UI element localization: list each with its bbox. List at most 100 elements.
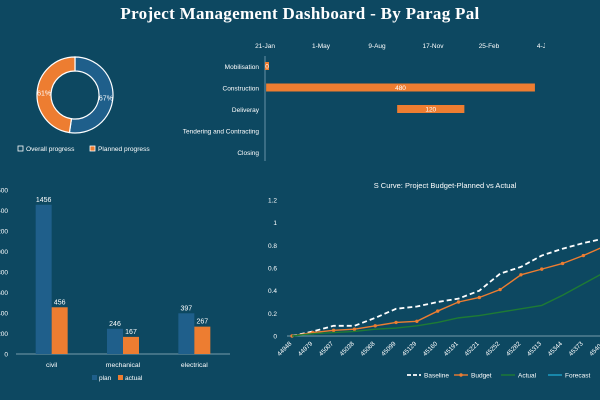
bar-y-tick: 200 bbox=[0, 331, 8, 338]
page-title: Project Management Dashboard - By Parag … bbox=[120, 4, 480, 23]
gantt-bar-label: 120 bbox=[425, 107, 436, 114]
bar-plan-mechanical bbox=[107, 328, 123, 354]
s-curve-line-actual bbox=[291, 274, 600, 337]
s-curve-legend-marker bbox=[459, 373, 463, 377]
s-curve-point-budget bbox=[352, 327, 357, 331]
bar-legend-label: plan bbox=[99, 375, 112, 382]
bar-legend-label: actual bbox=[125, 375, 143, 382]
gantt-x-tick: 1-May bbox=[312, 43, 331, 50]
s-curve-x-tick: 45221 bbox=[463, 340, 481, 358]
s-curve-x-tick: 45313 bbox=[526, 340, 544, 358]
bar-legend-swatch bbox=[118, 375, 123, 380]
s-curve-chart: S Curve: Project Budget-Planned vs Actua… bbox=[268, 181, 600, 380]
gantt-category-label: Tendering and Contracting bbox=[183, 129, 260, 136]
bar-category-label: civil bbox=[46, 362, 58, 369]
s-curve-x-tick: 45007 bbox=[318, 340, 336, 358]
bar-y-tick: 400 bbox=[0, 311, 8, 318]
s-curve-y-tick: 1.2 bbox=[268, 198, 277, 205]
s-curve-x-tick: 45038 bbox=[339, 340, 357, 358]
s-curve-x-tick: 45129 bbox=[401, 340, 419, 358]
gantt-bar bbox=[265, 62, 269, 70]
gantt-x-tick: 25-Feb bbox=[479, 43, 500, 50]
legend-label: Planned progress bbox=[98, 146, 150, 153]
bar-y-tick: 0 bbox=[4, 352, 8, 359]
gantt-chart: 21-Jan 1-May 9-Aug 17-Nov 25-Feb 4-Jun Mobilis… bbox=[183, 43, 545, 161]
s-curve-y-tick: 0.4 bbox=[268, 288, 277, 295]
gantt-bar-label: 0 bbox=[265, 64, 269, 71]
gantt-category-label: Mobilisation bbox=[225, 64, 260, 71]
s-curve-x-tick: 45068 bbox=[359, 340, 377, 358]
bar-y-tick: 800 bbox=[0, 270, 8, 277]
bar-legend-swatch bbox=[92, 375, 97, 380]
s-curve-x-tick: 44979 bbox=[297, 340, 315, 358]
s-curve-point-budget bbox=[373, 324, 377, 328]
bar-data-label: 456 bbox=[54, 299, 66, 306]
s-curve-point-budget bbox=[435, 309, 440, 313]
s-curve-point-budget bbox=[560, 261, 565, 266]
bar-plan-civil bbox=[35, 204, 52, 354]
legend-swatch-overall bbox=[17, 145, 24, 152]
donut-slice-label: 67% bbox=[99, 95, 113, 102]
s-curve-point-budget bbox=[331, 328, 336, 333]
gantt-bar-label: 480 bbox=[395, 85, 406, 92]
gantt-bar bbox=[266, 83, 535, 92]
gantt-x-tick: 21-Jan bbox=[255, 43, 275, 50]
legend-swatch-planned bbox=[89, 145, 96, 152]
s-curve-y-tick: 1 bbox=[273, 220, 277, 227]
s-curve-x-tick: 45160 bbox=[422, 340, 440, 358]
s-curve-point-budget bbox=[456, 300, 461, 304]
s-curve-x-tick: 45252 bbox=[484, 340, 502, 358]
s-curve-point-budget bbox=[394, 320, 398, 325]
s-curve-x-tick: 44948 bbox=[276, 340, 294, 358]
s-curve-legend-label: Forecast bbox=[565, 373, 590, 380]
legend-label: Overall progress bbox=[26, 146, 75, 153]
s-curve-x-tick: 45344 bbox=[547, 340, 565, 358]
s-curve-x-tick: 45191 bbox=[443, 340, 461, 358]
gantt-category-label: Construction bbox=[223, 86, 260, 93]
s-curve-x-tick: 45282 bbox=[505, 340, 523, 358]
gantt-x-tick: 4-Jun bbox=[537, 43, 545, 50]
donut-slice-label: 61% bbox=[37, 91, 51, 98]
bar-data-label: 167 bbox=[125, 329, 137, 336]
gantt-x-tick: 17-Nov bbox=[423, 43, 445, 50]
bar-category-label: electrical bbox=[181, 362, 208, 369]
s-curve-line-baseline bbox=[291, 238, 600, 337]
bar-data-label: 246 bbox=[109, 321, 121, 328]
s-curve-x-tick: 45404 bbox=[588, 340, 600, 358]
gantt-bar bbox=[397, 105, 465, 113]
bar-actual-mechanical bbox=[123, 336, 139, 354]
s-curve-point-budget bbox=[477, 295, 482, 300]
gantt-category-label: Closing bbox=[237, 150, 259, 157]
s-curve-x-tick: 45099 bbox=[380, 340, 398, 358]
bar-y-tick: 1600 bbox=[0, 188, 8, 195]
s-curve-title: S Curve: Project Budget-Planned vs Actua… bbox=[374, 181, 517, 190]
s-curve-x-tick: 45373 bbox=[567, 340, 585, 358]
donut-slice-planned bbox=[36, 56, 76, 134]
bar-y-tick: 600 bbox=[0, 290, 8, 297]
s-curve-point-budget bbox=[581, 253, 586, 258]
s-curve-y-tick: 0 bbox=[273, 334, 277, 341]
donut-slice-overall bbox=[68, 56, 114, 134]
bar-data-label: 397 bbox=[180, 305, 192, 312]
gantt-category-label: Deliveray bbox=[232, 107, 260, 114]
progress-donut-chart: 67% 61% Overall progress Planned progress bbox=[17, 56, 150, 153]
s-curve-legend-label: Baseline bbox=[424, 373, 449, 380]
s-curve-point-budget bbox=[498, 287, 502, 292]
s-curve-point-budget bbox=[415, 319, 419, 323]
bar-y-tick: 1400 bbox=[0, 208, 8, 215]
s-curve-legend-label: Budget bbox=[471, 373, 492, 380]
s-curve-y-tick: 0.8 bbox=[268, 243, 277, 250]
gantt-x-tick: 9-Aug bbox=[368, 43, 386, 50]
bar-y-tick: 1000 bbox=[0, 249, 8, 256]
bar-category-label: mechanical bbox=[106, 362, 141, 369]
s-curve-y-tick: 0.2 bbox=[268, 311, 277, 318]
bar-data-label: 267 bbox=[196, 319, 208, 326]
s-curve-point-budget bbox=[540, 267, 544, 271]
bar-data-label: 1456 bbox=[36, 197, 52, 204]
s-curve-point-budget bbox=[519, 273, 523, 277]
bar-plan-electrical bbox=[178, 313, 195, 354]
bar-actual-civil bbox=[51, 307, 68, 354]
s-curve-y-tick: 0.6 bbox=[268, 266, 277, 273]
